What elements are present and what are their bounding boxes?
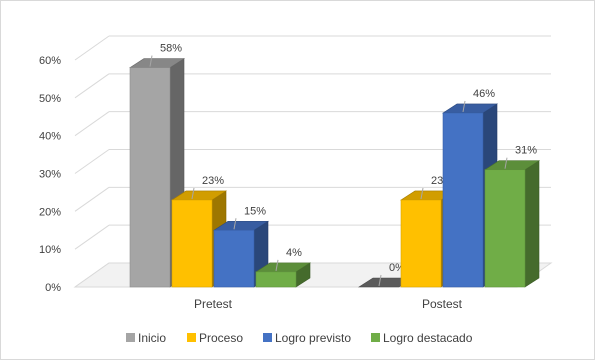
y-tick-label: 10% bbox=[39, 244, 61, 256]
bar bbox=[255, 271, 297, 288]
legend-swatch bbox=[263, 333, 272, 342]
data-label: 31% bbox=[515, 145, 537, 157]
grid-line-depth-1 bbox=[74, 224, 110, 250]
y-tick-label: 40% bbox=[39, 131, 61, 143]
grid-line-depth-6 bbox=[74, 35, 110, 61]
bar-side bbox=[524, 160, 540, 288]
grid-line-depth-5 bbox=[74, 73, 110, 99]
bar bbox=[442, 112, 484, 288]
bar bbox=[129, 67, 171, 288]
data-label-leader bbox=[233, 218, 237, 230]
y-tick-label: 50% bbox=[39, 93, 61, 105]
x-category-label: Pretest bbox=[194, 297, 233, 311]
bar bbox=[171, 199, 213, 288]
data-label-leader bbox=[191, 187, 195, 200]
x-category-label: Postest bbox=[422, 297, 463, 311]
y-tick-label: 30% bbox=[39, 169, 61, 181]
legend-swatch bbox=[126, 333, 135, 342]
bar bbox=[484, 169, 526, 288]
bar bbox=[213, 229, 255, 288]
data-label: 23% bbox=[202, 175, 224, 187]
data-label: 15% bbox=[244, 205, 266, 217]
y-tick-label: 0% bbox=[45, 282, 61, 294]
data-label-leader bbox=[275, 259, 279, 271]
y-tick-label: 60% bbox=[39, 55, 61, 67]
data-label-leader bbox=[149, 55, 153, 67]
data-label: 58% bbox=[160, 43, 182, 55]
legend-label: Inicio bbox=[138, 331, 166, 345]
legend-label: Proceso bbox=[199, 331, 243, 345]
grid-line-depth-2 bbox=[74, 186, 110, 212]
data-label-leader bbox=[378, 274, 382, 287]
grid-line-depth-3 bbox=[74, 149, 110, 174]
legend-label: Logro previsto bbox=[275, 331, 351, 345]
data-label-leader bbox=[420, 187, 424, 200]
y-tick-label: 20% bbox=[39, 206, 61, 218]
bar bbox=[400, 199, 442, 288]
legend-label: Logro destacado bbox=[383, 331, 473, 345]
data-label: 4% bbox=[286, 247, 302, 259]
grid-line-depth-4 bbox=[74, 111, 110, 137]
data-label: 46% bbox=[473, 88, 495, 100]
legend-swatch bbox=[187, 333, 196, 342]
data-label-leader bbox=[504, 157, 508, 169]
legend-swatch bbox=[371, 333, 380, 342]
data-label-leader bbox=[462, 100, 466, 113]
